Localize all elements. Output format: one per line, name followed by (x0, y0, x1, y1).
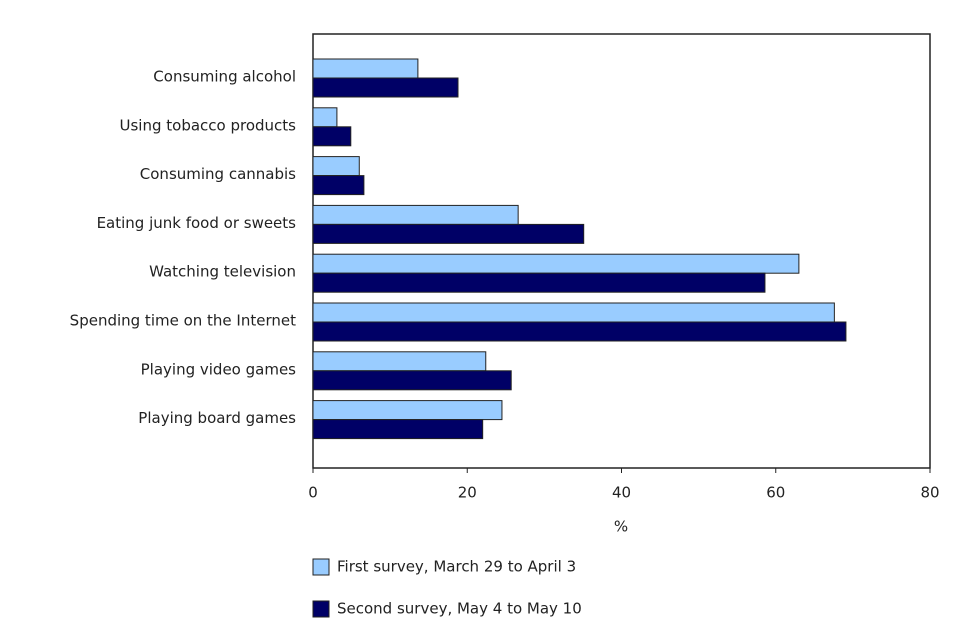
y-tick-label: Using tobacco products (120, 116, 297, 134)
bar (312, 400, 503, 421)
legend-label: First survey, March 29 to April 3 (337, 558, 576, 576)
bar (312, 419, 484, 440)
legend-swatch (312, 600, 330, 618)
bar (312, 77, 459, 98)
y-tick-label: Spending time on the Internet (70, 312, 296, 330)
bar (312, 302, 835, 323)
bar (312, 175, 365, 196)
y-tick-label: Consuming alcohol (153, 68, 296, 86)
bar (312, 321, 847, 342)
bar (312, 351, 487, 372)
y-tick-label: Consuming cannabis (140, 165, 296, 183)
x-tick-label: 0 (308, 484, 318, 502)
y-tick-label: Watching television (149, 263, 296, 281)
bar (312, 126, 352, 147)
x-tick-label: 60 (766, 484, 785, 502)
bar (312, 107, 338, 128)
x-tick-label: 20 (458, 484, 477, 502)
bar (312, 156, 360, 177)
x-axis-label: % (614, 518, 628, 536)
y-tick-label: Playing board games (138, 409, 296, 427)
bar (312, 204, 519, 225)
bar (312, 370, 512, 391)
bar (312, 253, 800, 274)
bar (312, 223, 585, 244)
legend-swatch (312, 558, 330, 576)
bar (312, 58, 419, 79)
y-tick-label: Playing video games (141, 360, 297, 378)
legend-label: Second survey, May 4 to May 10 (337, 600, 582, 618)
x-tick-label: 40 (612, 484, 631, 502)
y-tick-label: Eating junk food or sweets (97, 214, 297, 232)
bar (312, 272, 766, 293)
x-tick-label: 80 (920, 484, 939, 502)
